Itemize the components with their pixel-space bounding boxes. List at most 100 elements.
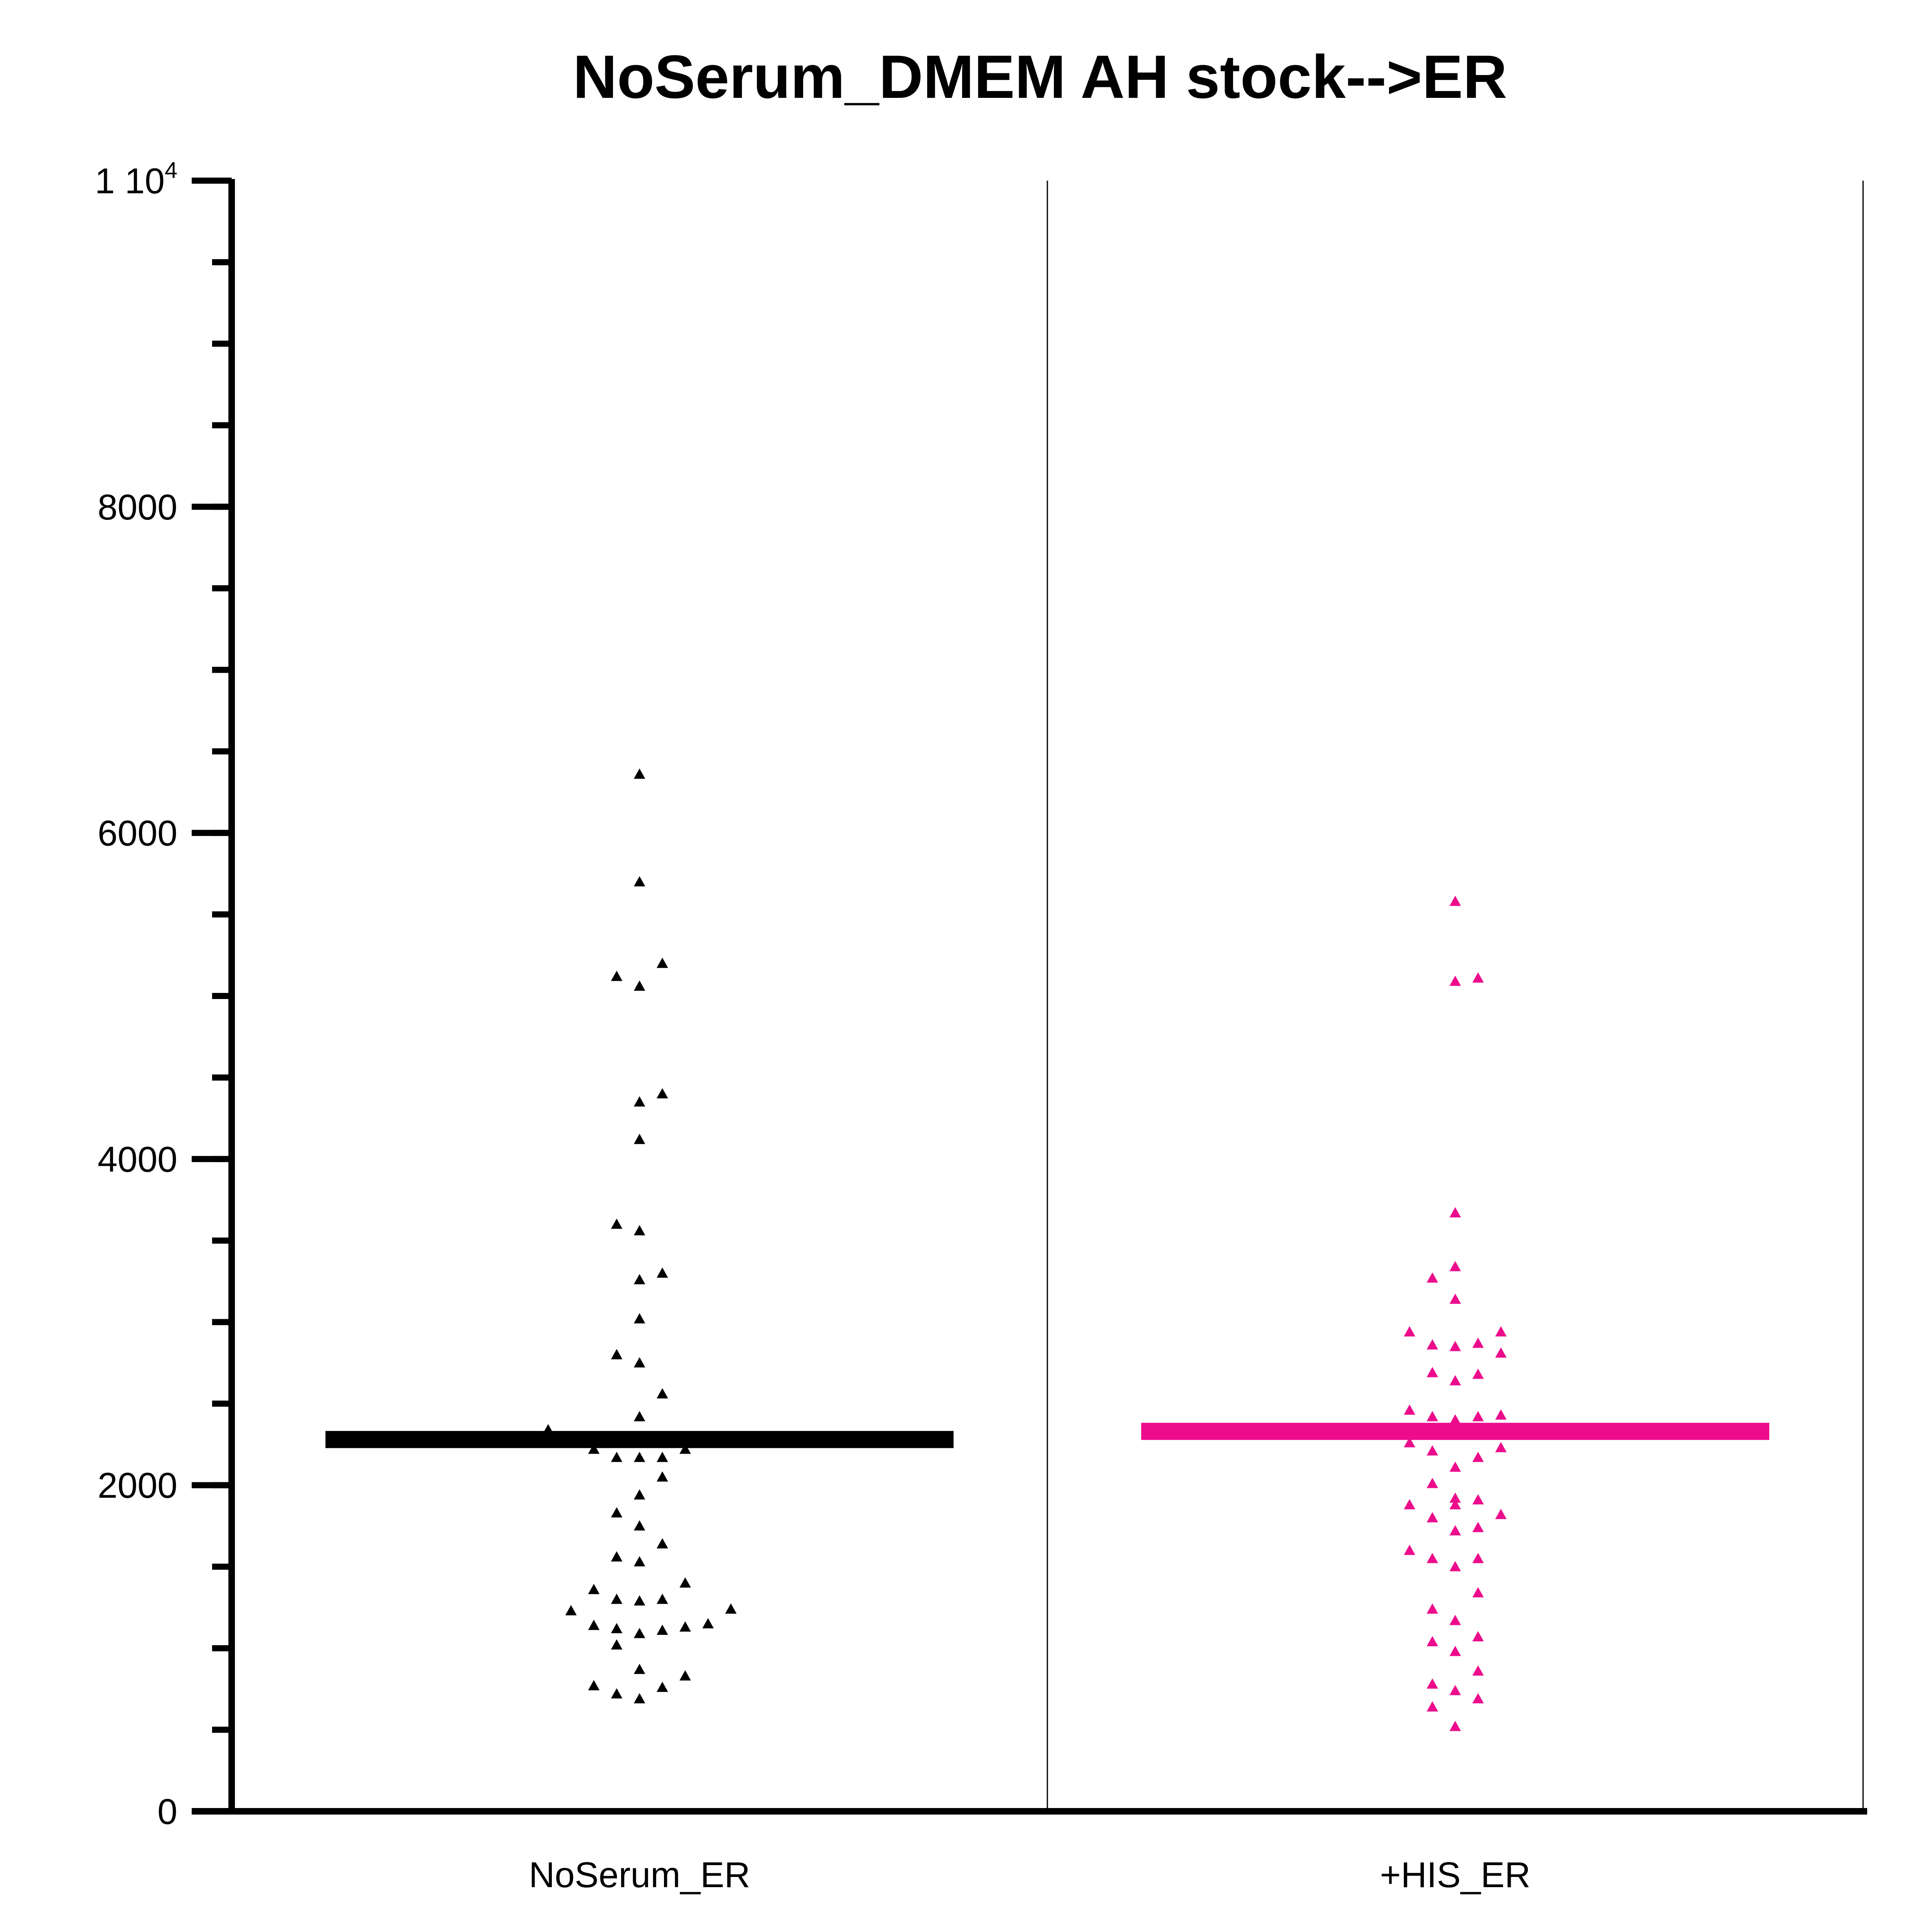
data-point-triangle (1472, 1494, 1484, 1505)
data-point-triangle (1450, 1615, 1461, 1625)
data-point-triangle (657, 1452, 668, 1462)
data-point-triangle (1427, 1478, 1438, 1488)
data-point-triangle (1404, 1545, 1415, 1555)
data-point-triangle (1472, 1368, 1484, 1379)
chart-title: NoSerum_DMEM AH stock-->ER (573, 42, 1507, 111)
data-point-triangle (611, 1551, 622, 1562)
data-point-triangle (1427, 1636, 1438, 1647)
data-point-triangle (588, 1443, 600, 1454)
data-point-triangle (634, 1274, 645, 1284)
data-point-triangle (1495, 1347, 1507, 1358)
data-point-triangle (1450, 895, 1461, 906)
data-point-triangle (634, 1595, 645, 1606)
data-point-triangle (634, 1225, 645, 1236)
mean-lines (325, 1423, 1769, 1448)
data-point-triangle (634, 980, 645, 991)
data-point-triangle (1450, 1646, 1461, 1656)
data-point-triangle (611, 970, 622, 981)
data-point-triangle (1404, 1437, 1415, 1448)
data-point-triangle (565, 1605, 577, 1616)
data-point-triangle (1450, 1375, 1461, 1386)
data-point-triangle (1427, 1678, 1438, 1689)
data-point-triangle (1450, 1207, 1461, 1218)
data-point-triangle (611, 1452, 622, 1462)
data-point-triangle (1450, 1499, 1461, 1510)
data-point-triangle (1427, 1445, 1438, 1456)
data-point-triangle (1427, 1512, 1438, 1523)
data-point-triangle (1495, 1409, 1507, 1420)
data-point-triangle (657, 1625, 668, 1635)
data-point-triangle (679, 1577, 691, 1588)
data-point-triangle (1450, 1525, 1461, 1536)
data-point-triangle (611, 1349, 622, 1359)
data-point-triangle (634, 1556, 645, 1567)
data-point-triangle (634, 1520, 645, 1531)
data-point-triangle (611, 1639, 622, 1650)
y-tick-label: 4000 (97, 1139, 177, 1179)
y-tick-label: 6000 (97, 813, 177, 853)
data-point-triangle (1404, 1326, 1415, 1337)
data-point-triangle (1472, 1631, 1484, 1642)
data-point-triangle (725, 1603, 737, 1614)
data-point-triangle (1472, 1337, 1484, 1348)
data-point-triangle (1495, 1509, 1507, 1519)
data-point-triangle (634, 1313, 645, 1324)
data-point-triangle (634, 768, 645, 779)
data-point-triangle (611, 1623, 622, 1634)
axes (192, 177, 1867, 1815)
data-point-triangle (634, 1664, 645, 1674)
data-point-triangle (1472, 1522, 1484, 1532)
data-point-triangle (634, 1628, 645, 1638)
data-point-triangle (1472, 1411, 1484, 1421)
data-point-triangle (1495, 1442, 1507, 1452)
data-point-triangle (634, 1357, 645, 1368)
data-point-triangle (1427, 1603, 1438, 1614)
y-tick-label: 0 (157, 1791, 177, 1832)
data-point-triangle (1427, 1339, 1438, 1350)
data-point-triangle (1450, 1492, 1461, 1503)
data-point-triangle (657, 1682, 668, 1692)
data-point-triangle (657, 1594, 668, 1604)
data-point-triangle (634, 876, 645, 886)
data-point-triangle (1472, 1587, 1484, 1598)
data-point-triangle (634, 1134, 645, 1144)
data-point-triangle (611, 1507, 622, 1518)
data-point-triangle (679, 1621, 691, 1632)
data-marks (542, 768, 1507, 1731)
data-point-triangle (1450, 975, 1461, 986)
data-point-triangle (657, 957, 668, 968)
data-point-triangle (1427, 1411, 1438, 1421)
data-point-triangle (1404, 1499, 1415, 1510)
data-point-triangle (634, 1693, 645, 1704)
data-point-triangle (1450, 1261, 1461, 1271)
y-tick-label: 1 104 (95, 157, 177, 201)
data-point-triangle (634, 1411, 645, 1421)
data-point-triangle (611, 1594, 622, 1604)
data-point-triangle (634, 1452, 645, 1462)
data-point-triangle (1450, 1721, 1461, 1731)
data-point-triangle (1427, 1553, 1438, 1563)
data-point-triangle (1427, 1367, 1438, 1377)
axis-labels: 0 2000 4000 6000 8000 1 104 NoSerum_ER +HIS_ER (95, 157, 1531, 1895)
data-point-triangle (1472, 972, 1484, 983)
data-point-triangle (1427, 1272, 1438, 1283)
data-point-triangle (679, 1670, 691, 1681)
data-point-triangle (1427, 1701, 1438, 1712)
category-label: NoSerum_ER (529, 1855, 750, 1895)
y-tick-label: 2000 (97, 1465, 177, 1505)
data-point-triangle (1472, 1693, 1484, 1704)
data-point-triangle (657, 1538, 668, 1549)
data-point-triangle (657, 1088, 668, 1099)
data-point-triangle (1404, 1404, 1415, 1415)
data-point-triangle (1450, 1341, 1461, 1351)
data-point-triangle (657, 1388, 668, 1399)
data-point-triangle (679, 1443, 691, 1454)
data-point-triangle (1450, 1293, 1461, 1304)
data-point-triangle (1450, 1685, 1461, 1695)
data-point-triangle (611, 1688, 622, 1699)
data-point-triangle (1495, 1326, 1507, 1337)
category-label: +HIS_ER (1380, 1855, 1530, 1895)
data-point-triangle (634, 1096, 645, 1107)
data-point-triangle (702, 1618, 714, 1629)
